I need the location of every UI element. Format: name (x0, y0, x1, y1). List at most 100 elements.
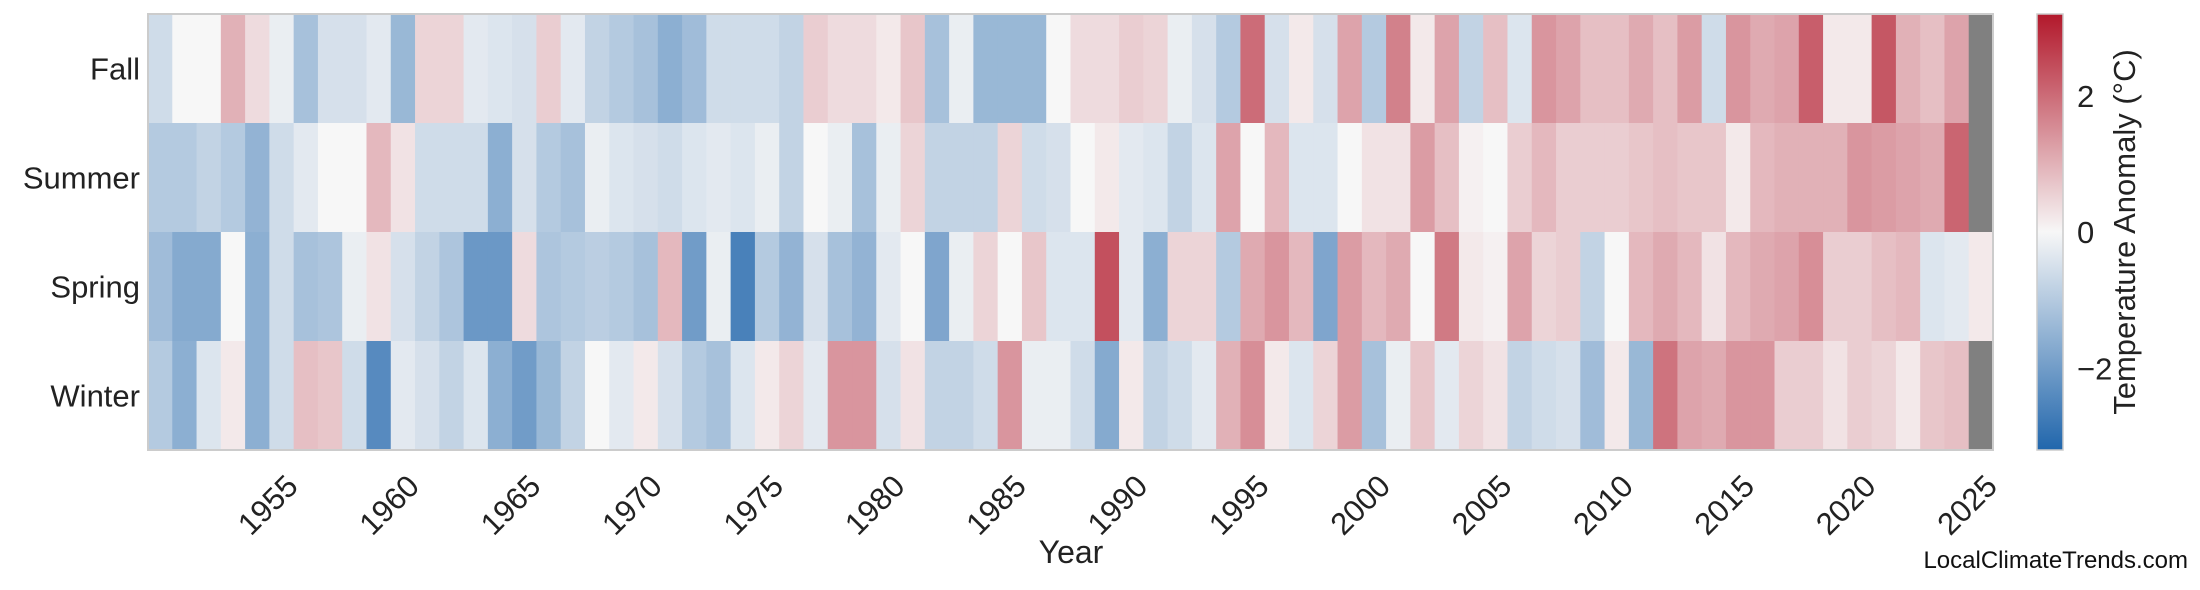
heatmap-cell-spring-1956 (293, 232, 319, 342)
heatmap-cell-summer-1967 (560, 123, 586, 233)
heatmap-cell-fall-1988 (1070, 14, 1096, 124)
heatmap-cell-summer-2012 (1653, 123, 1679, 233)
heatmap-cell-spring-1959 (366, 232, 392, 342)
heatmap-cell-fall-2023 (1920, 14, 1946, 124)
heatmap-cell-winter-2021 (1871, 341, 1897, 451)
year-tick-1975: 1975 (717, 468, 791, 542)
year-tick-2015: 2015 (1688, 468, 1762, 542)
heatmap-cell-winter-1950 (148, 341, 173, 451)
heatmap-cell-spring-2011 (1628, 232, 1654, 342)
heatmap-cell-winter-1969 (609, 341, 635, 451)
heatmap-cell-winter-1958 (342, 341, 368, 451)
heatmap-cell-summer-1979 (852, 123, 877, 233)
heatmap-cell-spring-1979 (852, 232, 877, 342)
heatmap-cell-spring-1975 (754, 232, 780, 342)
heatmap-cell-summer-1996 (1264, 123, 1290, 233)
heatmap-cell-summer-2006 (1507, 123, 1533, 233)
heatmap-cell-summer-2018 (1798, 123, 1824, 233)
heatmap-cell-summer-2009 (1580, 123, 1606, 233)
heatmap-cell-summer-1980 (876, 123, 902, 233)
heatmap-cell-spring-2010 (1604, 232, 1630, 342)
heatmap-cell-fall-2016 (1750, 14, 1776, 124)
heatmap-cell-spring-2024 (1944, 232, 1970, 342)
heatmap-cell-winter-2011 (1628, 341, 1654, 451)
heatmap-cell-fall-2021 (1871, 14, 1897, 124)
heatmap-cell-fall-2024 (1944, 14, 1970, 124)
heatmap-cell-summer-1975 (754, 123, 780, 233)
heatmap-cell-fall-1979 (852, 14, 877, 124)
heatmap-cell-spring-1985 (997, 232, 1023, 342)
heatmap-cell-fall-1953 (220, 14, 246, 124)
heatmap-cell-spring-2016 (1750, 232, 1776, 342)
heatmap-cell-summer-1978 (827, 123, 853, 233)
heatmap-cell-winter-1971 (657, 341, 683, 451)
heatmap-cell-fall-2006 (1507, 14, 1533, 124)
year-tick-1985: 1985 (959, 468, 1033, 542)
heatmap-cell-summer-1990 (1119, 123, 1144, 233)
heatmap-cell-fall-1973 (706, 14, 732, 124)
heatmap-cell-winter-1999 (1337, 341, 1363, 451)
heatmap-cell-spring-1987 (1046, 232, 1072, 342)
heatmap-cell-fall-1974 (730, 14, 756, 124)
heatmap-cell-summer-1982 (924, 123, 950, 233)
heatmap-cell-summer-2005 (1483, 123, 1509, 233)
heatmap-cell-fall-1971 (657, 14, 683, 124)
heatmap-cell-spring-1982 (924, 232, 950, 342)
heatmap-cell-winter-1989 (1094, 341, 1120, 451)
heatmap-cell-fall-1966 (536, 14, 562, 124)
heatmap-cell-fall-2003 (1434, 14, 1460, 124)
heatmap-cell-summer-1971 (657, 123, 683, 233)
heatmap-cell-summer-1972 (682, 123, 707, 233)
heatmap-cell-fall-1952 (196, 14, 222, 124)
heatmap-cell-spring-1988 (1070, 232, 1096, 342)
heatmap-cell-summer-2002 (1410, 123, 1436, 233)
heatmap-cell-summer-1973 (706, 123, 732, 233)
heatmap-cell-winter-1978 (827, 341, 853, 451)
heatmap-cell-winter-2005 (1483, 341, 1509, 451)
heatmap-cell-fall-1950 (148, 14, 173, 124)
heatmap-cell-fall-2011 (1628, 14, 1654, 124)
heatmap-cell-fall-2009 (1580, 14, 1606, 124)
heatmap-cell-fall-1997 (1288, 14, 1314, 124)
heatmap-cell-summer-1992 (1167, 123, 1193, 233)
heatmap-cell-spring-1980 (876, 232, 902, 342)
heatmap-cell-spring-1951 (172, 232, 198, 342)
heatmap-cell-summer-1969 (609, 123, 635, 233)
heatmap-cell-fall-1957 (317, 14, 343, 124)
heatmap-cell-fall-2005 (1483, 14, 1509, 124)
heatmap-cell-spring-1963 (463, 232, 489, 342)
heatmap-cell-winter-1986 (1021, 341, 1047, 451)
heatmap-cell-winter-1977 (803, 341, 829, 451)
heatmap-cell-winter-2022 (1895, 341, 1921, 451)
heatmap-cell-summer-1987 (1046, 123, 1072, 233)
heatmap-cell-spring-1972 (682, 232, 707, 342)
heatmap-cell-winter-1997 (1288, 341, 1314, 451)
heatmap-cell-spring-2013 (1677, 232, 1703, 342)
heatmap-cell-spring-2001 (1386, 232, 1411, 342)
heatmap-cell-winter-1987 (1046, 341, 1072, 451)
heatmap-cell-fall-1977 (803, 14, 829, 124)
heatmap-cell-spring-1962 (439, 232, 465, 342)
season-label-winter: Winter (50, 379, 140, 414)
heatmap-cell-summer-1950 (148, 123, 173, 233)
heatmap-cell-fall-1972 (682, 14, 707, 124)
heatmap-cell-spring-1958 (342, 232, 368, 342)
heatmap-cell-winter-1983 (949, 341, 974, 451)
heatmap-cell-spring-1960 (390, 232, 416, 342)
season-labels: Fall Summer Spring Winter (23, 52, 140, 414)
heatmap-cell-spring-2014 (1701, 232, 1727, 342)
heatmap-cell-fall-1986 (1021, 14, 1047, 124)
heatmap-cell-winter-2002 (1410, 341, 1436, 451)
heatmap-cell-fall-1959 (366, 14, 392, 124)
heatmap-cell-spring-1955 (269, 232, 295, 342)
heatmap-cell-fall-1999 (1337, 14, 1363, 124)
heatmap-cell-summer-2014 (1701, 123, 1727, 233)
heatmap-cell-spring-2022 (1895, 232, 1921, 342)
heatmap-cell-spring-1990 (1119, 232, 1144, 342)
year-tick-labels: 1955 1960 1965 1970 1975 1980 1985 1990 1995 2000… (231, 468, 2004, 542)
heatmap-cell-summer-1983 (949, 123, 974, 233)
heatmap-cell-summer-1966 (536, 123, 562, 233)
heatmap-cell-summer-2000 (1361, 123, 1387, 233)
heatmap-cell-fall-1976 (779, 14, 805, 124)
